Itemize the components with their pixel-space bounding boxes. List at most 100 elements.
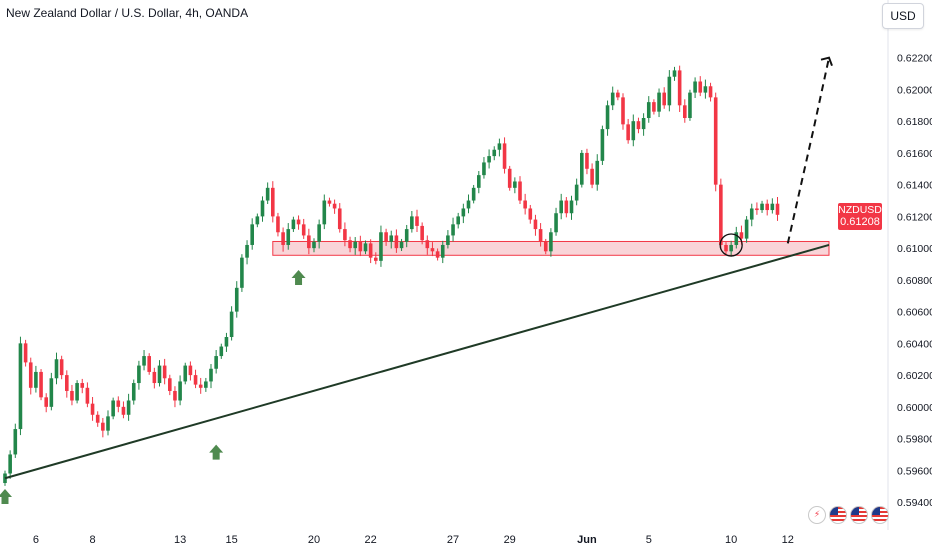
candle-body	[652, 102, 656, 112]
candle-body	[260, 200, 265, 217]
candle-body	[667, 76, 672, 106]
candle	[168, 374, 172, 396]
candle-body	[729, 244, 733, 252]
candle-body	[605, 105, 610, 130]
candle-body	[662, 92, 666, 106]
candle-body	[363, 243, 368, 252]
candle	[420, 222, 424, 245]
candle-body	[543, 241, 548, 252]
candle-body	[672, 70, 677, 77]
candle-body	[456, 216, 460, 225]
candle-body	[415, 216, 419, 226]
lightning-icon[interactable]: ⚡	[808, 506, 826, 524]
candle-body	[234, 287, 239, 312]
candle	[121, 401, 126, 419]
candle	[281, 227, 285, 252]
candle	[451, 217, 455, 242]
candle-body	[173, 390, 177, 401]
candle	[672, 66, 677, 81]
candle-body	[157, 365, 162, 384]
candle	[683, 99, 687, 123]
candle	[162, 358, 167, 385]
price-tag-price: 0.61208	[840, 216, 880, 228]
candle-body	[162, 365, 167, 379]
candle-body	[126, 400, 131, 415]
candle	[44, 393, 48, 413]
candle-body	[394, 235, 399, 249]
candle	[734, 226, 739, 249]
candle-body	[719, 184, 723, 245]
candle	[564, 197, 569, 218]
candle-body	[641, 118, 646, 130]
candle-body	[580, 152, 584, 185]
candle-body	[425, 240, 430, 249]
candle	[713, 92, 718, 192]
candle	[65, 370, 69, 398]
us-flag-icon-2[interactable]	[850, 506, 868, 524]
candle-body	[574, 184, 579, 201]
bottom-icons: ⚡	[808, 506, 889, 524]
candle-body	[188, 365, 193, 376]
candle-body	[399, 241, 404, 249]
candle	[240, 254, 244, 292]
candle-body	[569, 200, 574, 214]
candle-body	[446, 235, 450, 245]
trendline	[4, 244, 830, 480]
candle	[492, 146, 497, 161]
candle-body	[775, 203, 780, 215]
candle	[204, 377, 208, 392]
candle	[296, 215, 301, 230]
candle	[322, 194, 327, 230]
candle	[343, 222, 347, 247]
candle	[219, 343, 224, 359]
candle	[101, 417, 105, 438]
candle-body	[554, 213, 558, 233]
candle	[214, 350, 218, 374]
candle	[600, 125, 605, 165]
candle-body	[497, 143, 502, 150]
candle	[729, 240, 733, 257]
candle	[312, 238, 316, 253]
candle	[749, 203, 754, 227]
candle-body	[255, 216, 260, 225]
candle-body	[749, 208, 754, 220]
projection-arrowhead	[820, 56, 833, 67]
candle	[425, 235, 430, 255]
candle	[585, 148, 589, 175]
candle-body	[430, 248, 435, 252]
candle-body	[28, 362, 33, 388]
candle	[374, 252, 378, 265]
candle	[301, 218, 306, 239]
candles-layer	[3, 65, 780, 486]
candle	[559, 193, 563, 220]
candle-body	[379, 232, 383, 261]
candle-body	[49, 378, 54, 407]
y-tick-label: 0.62000	[897, 84, 932, 96]
candle	[744, 216, 749, 243]
candle-body	[75, 383, 79, 401]
candle	[404, 224, 409, 248]
candle-body	[312, 241, 316, 249]
candle	[543, 238, 548, 255]
candle-body	[466, 200, 471, 209]
candle	[389, 230, 394, 249]
buy-arrow	[0, 489, 12, 505]
candle	[435, 248, 440, 261]
candle	[760, 200, 764, 213]
candle-body	[471, 187, 476, 201]
candle	[157, 360, 162, 387]
candle-body	[281, 232, 285, 245]
candle-body	[111, 400, 115, 417]
candle	[291, 216, 296, 232]
candle	[440, 240, 445, 264]
candle-body	[250, 224, 254, 245]
us-flag-icon-3[interactable]	[871, 506, 889, 524]
candle-body	[317, 224, 321, 242]
candle	[59, 355, 64, 380]
candle-body	[564, 200, 569, 214]
currency-button[interactable]: USD	[882, 3, 924, 29]
us-flag-icon[interactable]	[829, 506, 847, 524]
y-tick-label: 0.60200	[897, 370, 932, 382]
candle	[80, 378, 85, 394]
